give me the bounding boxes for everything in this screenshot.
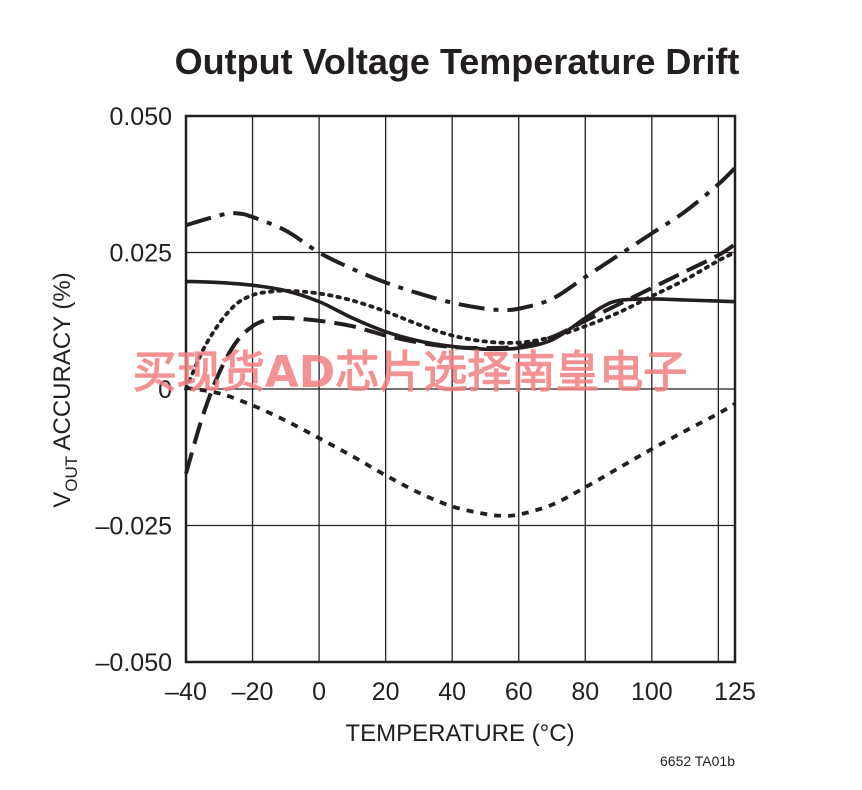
x-tick-label: –40: [165, 678, 207, 706]
chart-title: Output Voltage Temperature Drift: [175, 41, 740, 82]
series-line-dashdot: [185, 166, 737, 312]
x-tick-label: 40: [438, 678, 466, 706]
x-tick-label: –20: [232, 678, 274, 706]
y-axis-label-rest: ACCURACY (%): [49, 272, 76, 456]
x-tick-label: 20: [372, 678, 400, 706]
y-tick-label: –0.025: [96, 513, 172, 541]
y-tick-label: 0.025: [109, 240, 172, 268]
y-axis-label: VOUT ACCURACY (%): [49, 272, 81, 508]
y-tick-label: –0.050: [96, 649, 172, 677]
x-tick-label: 80: [571, 678, 599, 706]
series-line-dotted: [184, 250, 737, 391]
x-tick-labels: –40 –20 0 20 40 60 80 100 125: [165, 678, 756, 706]
x-tick-label: 60: [505, 678, 533, 706]
series-line-dashed: [184, 242, 737, 475]
x-tick-label: 100: [631, 678, 673, 706]
watermark-text: 买现货AD芯片选择南皇电子: [133, 347, 688, 398]
figure-code: 6652 TA01b: [660, 753, 735, 769]
x-axis-label: TEMPERATURE (°C): [345, 720, 574, 747]
plot-frame: [184, 114, 737, 664]
y-tick-label: 0: [158, 376, 172, 404]
y-tick-label: 0.050: [109, 103, 172, 131]
series-line-shortdash: [185, 386, 736, 518]
y-axis-label-subscript: OUT: [62, 456, 81, 492]
y-axis-label-main: V: [49, 492, 76, 508]
data-series: [184, 166, 737, 518]
x-tick-label: 125: [714, 678, 756, 706]
y-tick-labels: –0.050 –0.025 0 0.025 0.050: [96, 103, 172, 677]
x-tick-label: 0: [312, 678, 326, 706]
